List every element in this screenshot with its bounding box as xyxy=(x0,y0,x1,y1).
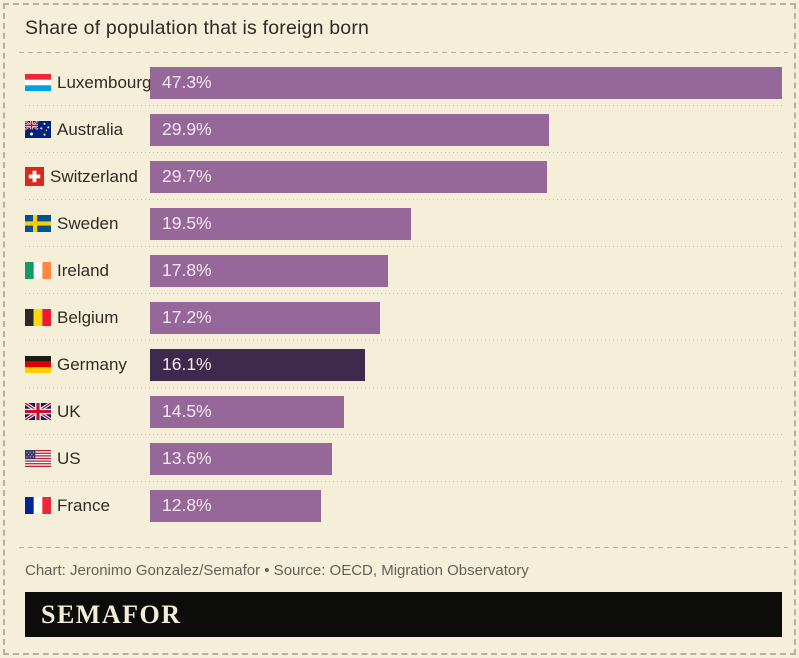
bar-area: 14.5% xyxy=(150,395,782,428)
credit-line: Chart: Jeronimo Gonzalez/Semafor • Sourc… xyxy=(25,562,529,579)
country-label: Sweden xyxy=(57,213,119,233)
bar-row: France 12.8% xyxy=(25,482,782,529)
bar-area: 17.2% xyxy=(150,301,782,334)
country-label: Germany xyxy=(57,354,127,374)
bar-area: 29.7% xyxy=(150,160,782,193)
row-label-column: Luxembourg xyxy=(25,72,152,93)
bar-row: Switzerland 29.7% xyxy=(25,153,782,200)
value-label: 29.9% xyxy=(162,119,212,139)
value-label: 16.1% xyxy=(162,354,212,374)
row-label-column: Australia xyxy=(25,120,150,140)
sweden-flag-icon xyxy=(25,215,51,232)
value-label: 29.7% xyxy=(162,166,212,186)
france-flag-icon xyxy=(25,497,51,514)
ireland-flag-icon xyxy=(25,262,51,279)
title-separator xyxy=(19,52,788,53)
bar-row: Germany 16.1% xyxy=(25,341,782,388)
value-label: 17.8% xyxy=(162,260,212,280)
bar-area: 13.6% xyxy=(150,442,782,475)
row-label-column: US xyxy=(25,449,150,469)
country-label: France xyxy=(57,495,110,515)
value-label: 13.6% xyxy=(162,448,212,468)
semafor-logo: SEMAFOR xyxy=(41,599,182,629)
uk-flag-icon xyxy=(25,403,51,420)
value-bar: 14.5% xyxy=(150,395,344,428)
country-label: Luxembourg xyxy=(57,72,152,92)
country-label: US xyxy=(57,448,81,468)
value-bar: 47.3% xyxy=(150,66,782,99)
australia-flag-icon xyxy=(25,121,51,138)
bar-row: Belgium 17.2% xyxy=(25,294,782,341)
value-label: 14.5% xyxy=(162,401,212,421)
value-bar: 16.1% xyxy=(150,348,366,381)
footer-separator xyxy=(19,547,788,548)
bar-area: 19.5% xyxy=(150,207,782,240)
row-label-column: Switzerland xyxy=(25,167,150,187)
bar-row: UK 14.5% xyxy=(25,388,782,435)
value-label: 17.2% xyxy=(162,307,212,327)
country-label: Belgium xyxy=(57,307,119,327)
germany-flag-icon xyxy=(25,356,51,373)
switzerland-flag-icon xyxy=(25,167,44,186)
bar-row: Sweden 19.5% xyxy=(25,200,782,247)
row-label-column: UK xyxy=(25,402,150,422)
country-label: Switzerland xyxy=(50,166,138,186)
us-flag-icon xyxy=(25,450,51,467)
bar-row: Ireland 17.8% xyxy=(25,247,782,294)
value-label: 12.8% xyxy=(162,495,212,515)
value-bar: 19.5% xyxy=(150,207,411,240)
bar-rows: Luxembourg 47.3% Australia 29.9% Switzer… xyxy=(25,59,782,529)
title-bar: Share of population that is foreign born xyxy=(25,5,782,52)
bar-row: Australia 29.9% xyxy=(25,106,782,153)
chart-card: Share of population that is foreign born… xyxy=(3,3,796,655)
chart-title: Share of population that is foreign born xyxy=(25,17,370,39)
belgium-flag-icon xyxy=(25,309,51,326)
row-label-column: Ireland xyxy=(25,261,150,281)
value-bar: 17.8% xyxy=(150,254,388,287)
country-label: UK xyxy=(57,401,81,421)
bar-area: 16.1% xyxy=(150,348,782,381)
row-label-column: France xyxy=(25,496,150,516)
luxembourg-flag-icon xyxy=(25,74,51,91)
row-label-column: Belgium xyxy=(25,308,150,328)
bar-row: Luxembourg 47.3% xyxy=(25,59,782,106)
bar-area: 12.8% xyxy=(150,489,782,522)
country-label: Australia xyxy=(57,119,124,139)
country-label: Ireland xyxy=(57,260,109,280)
value-bar: 29.9% xyxy=(150,113,550,146)
bar-area: 47.3% xyxy=(150,66,782,99)
bar-area: 29.9% xyxy=(150,113,782,146)
semafor-logo-bar: SEMAFOR xyxy=(25,592,782,637)
value-bar: 13.6% xyxy=(150,442,332,475)
bar-row: US 13.6% xyxy=(25,435,782,482)
value-label: 19.5% xyxy=(162,213,212,233)
bar-area: 17.8% xyxy=(150,254,782,287)
value-label: 47.3% xyxy=(162,72,212,92)
value-bar: 29.7% xyxy=(150,160,547,193)
row-label-column: Sweden xyxy=(25,214,150,234)
value-bar: 17.2% xyxy=(150,301,380,334)
value-bar: 12.8% xyxy=(150,489,322,522)
row-label-column: Germany xyxy=(25,355,150,375)
